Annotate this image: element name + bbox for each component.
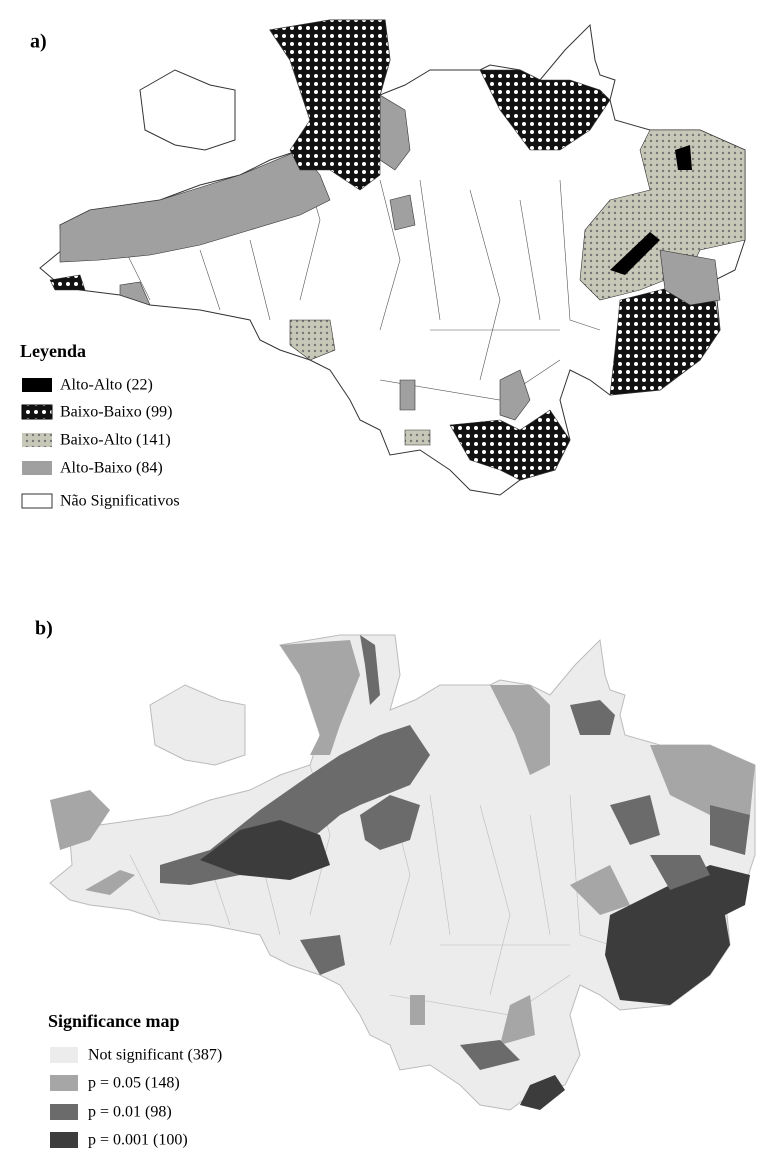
legend-swatch	[50, 1132, 78, 1148]
legend-b: Significance map Not significant (387) p…	[48, 1011, 222, 1149]
legend-item: p = 0.001 (100)	[88, 1132, 188, 1149]
legend-swatch	[50, 1047, 78, 1063]
legend-swatch	[21, 404, 53, 420]
legend-item: Não Significativos	[60, 493, 180, 510]
legend-item: p = 0.05 (148)	[88, 1075, 180, 1092]
legend-item: Not significant (387)	[88, 1047, 222, 1064]
panel-label: b)	[35, 618, 53, 640]
legend-item: Baixo-Baixo (99)	[60, 404, 172, 421]
legend-swatch	[50, 1075, 78, 1091]
legend-item: Alto-Alto (22)	[60, 377, 153, 394]
legend-swatch	[50, 1104, 78, 1120]
legend-swatch	[22, 378, 52, 392]
legend-item: Baixo-Alto (141)	[60, 432, 171, 449]
panel-label: a)	[30, 31, 47, 53]
legend-swatch	[21, 493, 53, 509]
map-a	[39, 19, 746, 496]
legend-title: Significance map	[48, 1011, 180, 1031]
map-b	[49, 634, 756, 1111]
legend-title: Leyenda	[20, 341, 86, 361]
legend-item: p = 0.01 (98)	[88, 1104, 172, 1121]
legend-swatch	[22, 461, 52, 475]
legend-a: Leyenda Alto-Alto (22) Baixo-Baixo (99) …	[20, 341, 180, 510]
legend-swatch	[22, 433, 52, 447]
legend-item: Alto-Baixo (84)	[60, 460, 163, 477]
